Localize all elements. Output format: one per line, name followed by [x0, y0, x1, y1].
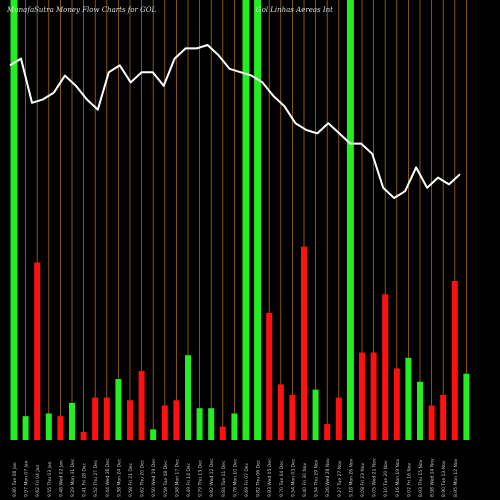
date-label: 9.50 Wed 19 Dec — [151, 458, 157, 497]
price-line-path — [9, 44, 461, 199]
bar — [324, 424, 331, 440]
date-label: 9.29 Mon 31 Dec — [70, 458, 76, 497]
bar — [219, 426, 226, 440]
date-label: 8.90 Tue 13 Nov — [441, 460, 447, 497]
bar — [440, 394, 447, 440]
date-label: 9.16 Mon 19 Nov — [395, 458, 401, 497]
bar — [115, 379, 122, 440]
date-label: 9.05 Wed 21 Nov — [372, 458, 378, 497]
date-labels: 9.80 Tue 08 Jan 9.97 Mon 07 Jan 9.62 Fri 0… — [12, 458, 459, 497]
bar — [196, 408, 203, 440]
bar — [382, 294, 389, 440]
bar — [417, 381, 423, 440]
date-label: 9.27 Tue 27 Nov — [337, 460, 343, 497]
bar — [80, 432, 87, 440]
bar — [34, 262, 41, 440]
date-label: 9.58 Fri 21 Dec — [128, 462, 134, 497]
date-label: 9.38 Mon 24 Dec — [116, 458, 122, 497]
price-line — [9, 44, 461, 199]
bar — [22, 416, 29, 440]
bar — [150, 429, 157, 440]
bar — [451, 281, 458, 440]
bar — [161, 405, 168, 440]
bar — [69, 402, 75, 440]
bar — [359, 352, 365, 440]
chart-subtitle: Gol Linhas Aereas Int — [256, 6, 333, 14]
bar — [393, 368, 400, 440]
date-label: 9.97 Mon 07 Jan — [24, 460, 30, 497]
bar — [289, 394, 296, 440]
bar — [127, 400, 133, 440]
date-label: 8.98 Wed 14 Nov — [430, 458, 436, 497]
bar — [266, 312, 273, 440]
date-label: 9.70 Tue 04 Dec — [279, 460, 285, 497]
bar — [301, 246, 307, 440]
bar — [208, 408, 215, 440]
bar — [335, 397, 342, 440]
bar — [138, 371, 145, 440]
date-label: 9.40 Fri 30 Nov — [302, 462, 308, 497]
date-label: 9.62 Fri 04 Jan — [35, 465, 41, 497]
chart-title: MunafaSutra Money Flow Charts for GOL — [6, 6, 156, 14]
date-label: 9.58 Mon 17 Dec — [174, 458, 180, 497]
bar — [242, 0, 250, 440]
bars — [10, 0, 470, 440]
date-label: 9.79 Thu 13 Dec — [198, 459, 204, 497]
date-label: 9.58 Tue 18 Dec — [163, 460, 169, 497]
bar — [312, 389, 319, 440]
date-label: 9.48 Wed 02 Jan — [58, 460, 64, 497]
bar — [370, 352, 377, 440]
date-label: 9.41 Fri 28 Dec — [82, 462, 88, 497]
bar — [10, 0, 18, 440]
date-label: 9.18 Mon 26 Nov — [348, 458, 354, 497]
bar — [346, 0, 354, 440]
date-label: 9.08 Fri 23 Nov — [360, 462, 366, 497]
date-label: 9.80 Tue 08 Jan — [12, 462, 18, 497]
bar — [45, 413, 52, 440]
bar — [405, 357, 412, 440]
date-label: 9.82 Wed 12 Dec — [209, 458, 215, 497]
date-label: 9.52 Thu 27 Dec — [93, 459, 99, 497]
date-label: 9.55 Thu 03 Jan — [47, 461, 53, 497]
date-label: 8.93 Thu 15 Nov — [418, 459, 424, 497]
date-label: 9.26 Wed 28 Nov — [325, 458, 331, 497]
date-label: 9.10 Tue 20 Nov — [383, 460, 389, 497]
bar — [103, 397, 110, 440]
date-label: 8.95 Mon 12 Nov — [453, 458, 459, 497]
bar — [92, 397, 99, 440]
date-label: 9.78 Mon 10 Dec — [232, 458, 238, 497]
bar — [254, 0, 262, 440]
bar — [231, 413, 238, 440]
bar — [463, 373, 470, 440]
date-label: 9.02 Fri 16 Nov — [406, 462, 412, 497]
date-label: 9.82 Thu 06 Dec — [256, 459, 262, 497]
bar — [57, 416, 64, 440]
bar — [428, 405, 435, 440]
date-label: 9.49 Fri 14 Dec — [186, 462, 192, 497]
date-label: 9.69 Fri 07 Dec — [244, 462, 250, 497]
date-label: 9.84 Tue 11 Dec — [221, 460, 227, 497]
date-label: 9.54 Mon 03 Dec — [290, 458, 296, 497]
bar — [173, 400, 180, 440]
bar — [277, 384, 284, 440]
date-label: 9.62 Thu 20 Dec — [140, 459, 146, 497]
date-label: 9.44 Wed 26 Dec — [105, 458, 111, 497]
date-label: 9.34 Thu 29 Nov — [314, 459, 320, 497]
date-label: 9.83 Wed 05 Dec — [267, 458, 273, 497]
bar — [185, 355, 191, 440]
